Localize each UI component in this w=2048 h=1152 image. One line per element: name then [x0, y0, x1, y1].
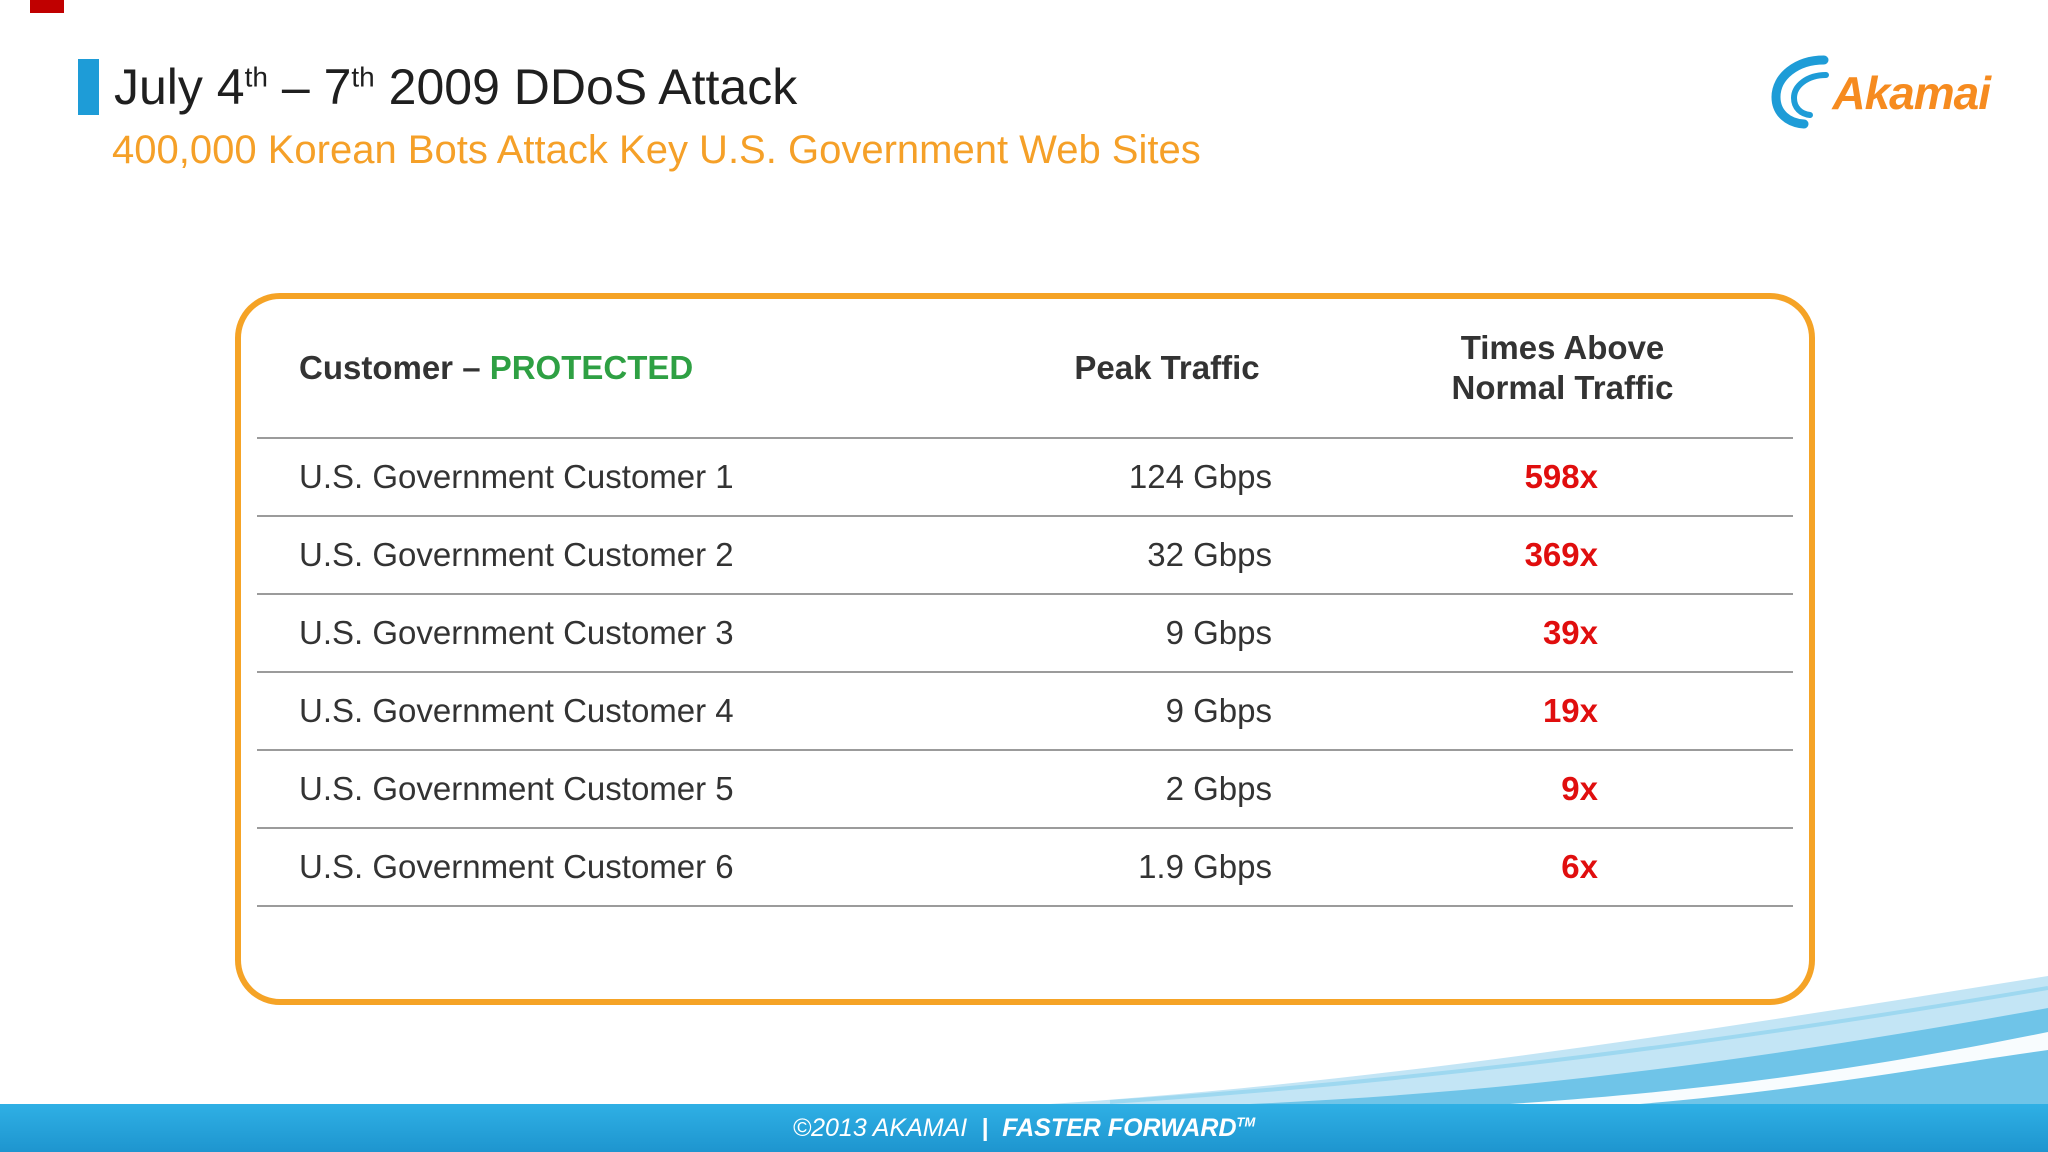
customer-name: U.S. Government Customer 4	[299, 692, 734, 729]
page-subtitle: 400,000 Korean Bots Attack Key U.S. Gove…	[112, 128, 1201, 172]
peak-traffic-value: 9 Gbps	[1165, 692, 1272, 729]
customer-name: U.S. Government Customer 2	[299, 536, 734, 573]
title-part-3: 2009 DDoS Attack	[374, 59, 798, 115]
table-row: U.S. Government Customer 5 2 Gbps 9x	[257, 751, 1793, 829]
footer-text: ©2013 AKAMAI | FASTER FORWARDTM	[793, 1114, 1256, 1143]
akamai-logo: Akamai	[1760, 48, 1991, 138]
footer-trademark: TM	[1236, 1114, 1256, 1130]
customer-name: U.S. Government Customer 3	[299, 614, 734, 651]
times-above-value: 369x	[1524, 536, 1598, 573]
peak-traffic-value: 1.9 Gbps	[1138, 848, 1272, 885]
times-above-value: 39x	[1542, 614, 1598, 651]
table-row: U.S. Government Customer 4 9 Gbps 19x	[257, 673, 1793, 751]
times-above-value: 598x	[1524, 458, 1598, 495]
times-above-value: 19x	[1542, 692, 1598, 729]
column-header-peak-traffic: Peak Traffic	[1074, 349, 1260, 386]
times-above-value: 6x	[1561, 848, 1598, 885]
footer-wave-decoration	[0, 974, 2048, 1104]
traffic-table: Customer – PROTECTED Peak Traffic Times …	[235, 293, 1815, 1005]
red-corner-mark	[30, 0, 64, 13]
table-row: U.S. Government Customer 6 1.9 Gbps 6x	[257, 829, 1793, 907]
footer-separator: |	[981, 1113, 989, 1142]
title-part-2: – 7	[267, 59, 352, 115]
peak-traffic-value: 124 Gbps	[1128, 458, 1272, 495]
customer-name: U.S. Government Customer 5	[299, 770, 734, 807]
times-header-line1: Times Above	[1460, 328, 1665, 366]
table-header-row: Customer – PROTECTED Peak Traffic Times …	[257, 299, 1793, 439]
times-above-value: 9x	[1561, 770, 1598, 807]
title-part-1: July 4	[114, 59, 245, 115]
footer-copyright: ©2013 AKAMAI	[792, 1113, 968, 1142]
column-header-customer: Customer – PROTECTED	[257, 349, 1002, 387]
peak-traffic-value: 2 Gbps	[1165, 770, 1272, 807]
customer-header-prefix: Customer –	[299, 349, 490, 386]
akamai-logo-text: Akamai	[1832, 67, 1991, 119]
title-superscript-2: th	[351, 61, 375, 93]
footer-band: ©2013 AKAMAI | FASTER FORWARDTM	[0, 1104, 2048, 1152]
title-accent-bar	[78, 59, 99, 115]
footer-tagline-text: FASTER FORWARD	[1002, 1113, 1237, 1142]
akamai-wave-icon	[1760, 48, 1840, 138]
table-row: U.S. Government Customer 2 32 Gbps 369x	[257, 517, 1793, 595]
table-row: U.S. Government Customer 1 124 Gbps 598x	[257, 439, 1793, 517]
customer-name: U.S. Government Customer 1	[299, 458, 734, 495]
column-header-times-above: Times Above Normal Traffic	[1332, 328, 1793, 409]
customer-name: U.S. Government Customer 6	[299, 848, 734, 885]
peak-traffic-value: 9 Gbps	[1165, 614, 1272, 651]
peak-traffic-value: 32 Gbps	[1147, 536, 1272, 573]
title-row: July 4th – 7th 2009 DDoS Attack	[78, 58, 797, 116]
footer-tagline: FASTER FORWARDTM	[1002, 1114, 1255, 1143]
table-row: U.S. Government Customer 3 9 Gbps 39x	[257, 595, 1793, 673]
page-title: July 4th – 7th 2009 DDoS Attack	[114, 58, 797, 116]
customer-header-protected: PROTECTED	[489, 349, 694, 386]
times-header-line2: Normal Traffic	[1451, 369, 1674, 406]
title-superscript-1: th	[244, 61, 268, 93]
